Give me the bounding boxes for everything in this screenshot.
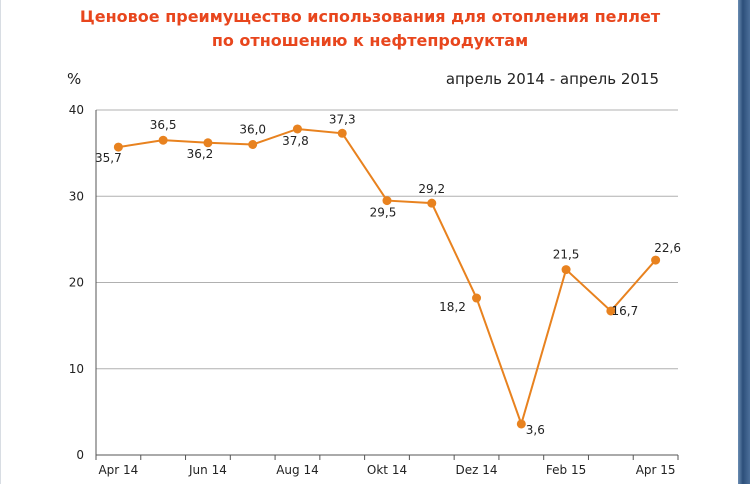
x-tick-label: Apr 15 — [636, 463, 676, 477]
data-label: 21,5 — [553, 248, 580, 262]
x-tick-label: Okt 14 — [367, 463, 407, 477]
data-label: 36,2 — [187, 147, 214, 161]
period-label: апрель 2014 - апрель 2015 — [445, 70, 659, 88]
y-axis-unit: % — [67, 70, 82, 88]
data-point — [606, 306, 616, 316]
title-line-2: по отношению к нефтепродуктам — [211, 31, 529, 50]
window-edge-strip — [738, 0, 750, 484]
data-point — [248, 140, 258, 149]
x-tick-label: Apr 14 — [98, 463, 138, 477]
y-tick-label: 20 — [69, 276, 84, 290]
data-label: 18,2 — [439, 300, 466, 314]
data-point — [382, 196, 392, 206]
x-tick-label: Dez 14 — [456, 463, 498, 477]
data-label: 3,6 — [526, 423, 545, 437]
data-label: 37,3 — [329, 112, 356, 126]
data-label: 29,2 — [418, 182, 445, 196]
x-tick-label: Aug 14 — [276, 463, 319, 477]
data-point — [113, 142, 123, 152]
data-label: 35,7 — [95, 151, 122, 165]
data-point — [651, 255, 661, 265]
data-point — [516, 419, 526, 429]
y-tick-label: 0 — [76, 448, 84, 462]
title-line-1: Ценовое преимущество использования для о… — [79, 7, 661, 26]
data-point — [203, 138, 213, 148]
x-tick-label: Feb 15 — [546, 463, 586, 477]
y-tick-label: 30 — [69, 189, 84, 203]
chart-title: Ценовое преимущество использования для о… — [1, 5, 739, 53]
data-point — [292, 124, 302, 134]
data-point — [427, 198, 437, 208]
data-label: 36,0 — [239, 123, 266, 137]
y-tick-label: 40 — [69, 103, 84, 117]
data-point — [337, 128, 347, 138]
x-tick-label: Jun 14 — [188, 463, 227, 477]
y-tick-label: 10 — [69, 362, 84, 376]
data-point — [561, 265, 571, 275]
data-label: 37,8 — [282, 134, 309, 148]
data-point — [472, 293, 482, 303]
data-label: 36,5 — [150, 118, 177, 132]
data-label: 22,6 — [654, 241, 681, 255]
data-label: 29,5 — [370, 206, 397, 220]
data-point — [158, 135, 168, 145]
series-line — [118, 127, 657, 428]
data-label: 16,7 — [611, 304, 638, 318]
